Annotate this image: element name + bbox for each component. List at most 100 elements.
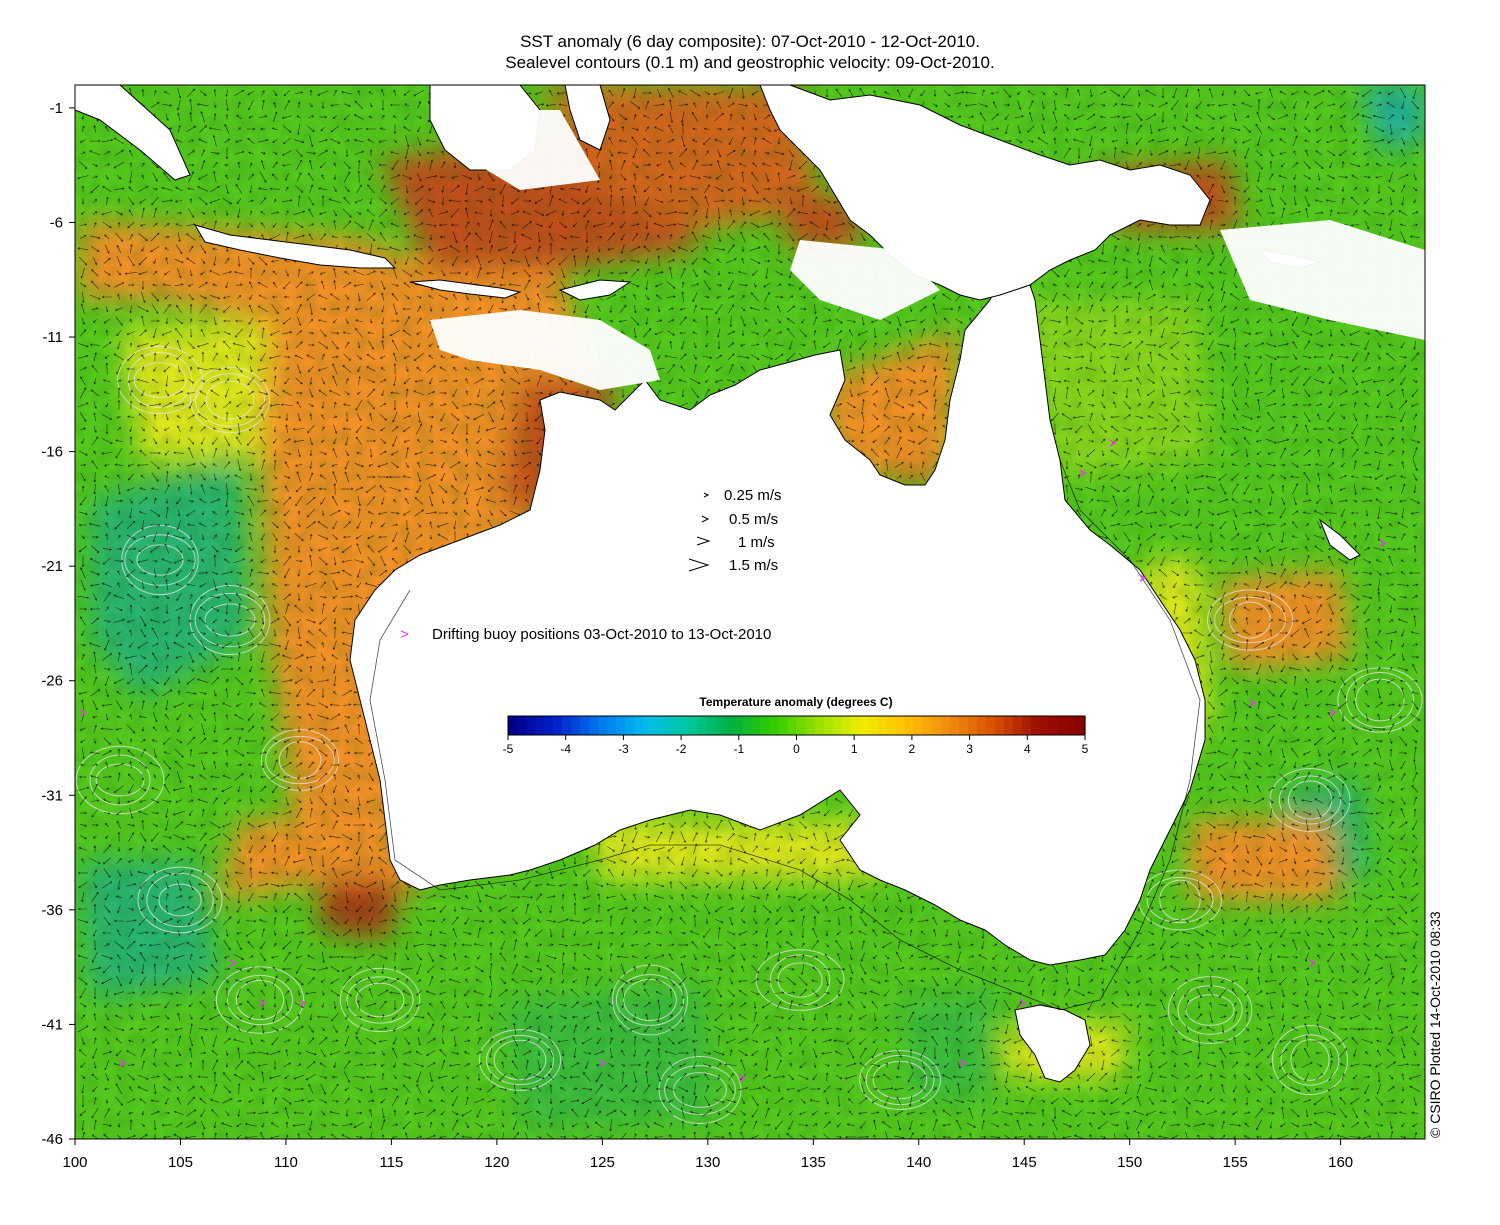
buoy-legend-label: Drifting buoy positions 03-Oct-2010 to 1…: [432, 626, 771, 643]
colorbar-cell: [553, 716, 563, 735]
x-tick-label: 150: [1117, 1154, 1142, 1171]
sealevel-contour: [124, 534, 196, 586]
sealevel-contour: [146, 872, 214, 928]
x-tick-label: 130: [695, 1154, 720, 1171]
plot-frame: [74, 84, 1426, 1140]
sealevel-contour: [89, 754, 151, 806]
sealevel-contour: [1206, 589, 1294, 651]
timor-landmass: [558, 279, 632, 301]
colorbar-cell: [877, 716, 888, 735]
map-title-line-2: Sealevel contours (0.1 m) and geostrophi…: [505, 53, 995, 72]
sealevel-contour: [346, 976, 414, 1024]
buoy-legend: > Drifting buoy positions 03-Oct-2010 to…: [400, 626, 771, 643]
colorbar: Temperature anomaly (degrees C) -5 -4 -3 -2…: [503, 695, 1089, 756]
colorbar-cell: [1057, 716, 1068, 735]
sealevel-contour: [235, 979, 285, 1021]
y-tick-label: -16: [41, 444, 63, 461]
colorbar-cell: [508, 716, 518, 735]
velocity-legend-label: 1 m/s: [738, 534, 775, 551]
sealevel-contour: [859, 1050, 941, 1110]
buoy-marker: [739, 1074, 747, 1082]
velocity-legend-arrow-1.5: [688, 558, 710, 572]
velocity-legend: 0.25 m/s 0.5 m/s 1 m/s 1.5 m/s: [688, 487, 782, 574]
y-tick-label: -41: [41, 1016, 63, 1033]
colorbar-tick-label: -1: [733, 742, 744, 756]
velocity-legend-arrow-0.25: [703, 492, 710, 498]
buoy-marker: [599, 1059, 607, 1067]
colorbar-cell: [832, 716, 843, 735]
velocity-legend-arrow-0.5: [701, 515, 710, 523]
buoy-marker: [1309, 959, 1317, 967]
colorbar-tick-label: 5: [1082, 742, 1089, 756]
buoy-marker: [259, 999, 267, 1007]
colorbar-cell: [1039, 716, 1050, 735]
colorbar-tick-label: -4: [560, 742, 571, 756]
colorbar-cell: [652, 716, 662, 735]
colorbar-cell: [517, 716, 527, 735]
colorbar-cell: [760, 716, 771, 735]
colorbar-cell: [526, 716, 536, 735]
cloud-gaps: [430, 110, 1425, 390]
colorbar-cell: [697, 716, 707, 735]
colorbar-cell: [535, 716, 545, 735]
sealevel-contour: [664, 1065, 736, 1115]
sumatra-landmass: [75, 85, 191, 181]
sealevel-contour: [158, 883, 202, 917]
colorbar-cell: [778, 716, 789, 735]
sealevel-contour: [339, 967, 421, 1033]
colorbar-tick-label: 0: [793, 742, 800, 756]
colorbar-cell: [607, 716, 617, 735]
sealevel-contour: [1146, 876, 1214, 924]
colorbar-cell: [688, 716, 698, 735]
sealevel-contour: [265, 735, 335, 785]
colorbar-cell: [967, 716, 978, 735]
sealevel-contour: [1185, 994, 1235, 1026]
sealevel-contour: [1280, 1034, 1340, 1086]
colorbar-tick-label: 4: [1024, 742, 1031, 756]
x-tick-label: 140: [906, 1154, 931, 1171]
colorbar-cell: [904, 716, 915, 735]
credit-text: © CSIRO Plotted 14-Oct-2010 08:33: [1427, 911, 1443, 1138]
y-tick-label: -11: [42, 329, 63, 346]
colorbar-cell: [544, 716, 554, 735]
sealevel-contour: [486, 1034, 554, 1086]
colorbar-cell: [769, 716, 780, 735]
colorbar-cell: [841, 716, 852, 735]
sealevel-contour: [75, 745, 165, 815]
colorbar-cell: [976, 716, 987, 735]
lesser-sunda-islands: [409, 279, 522, 299]
sealevel-contour: [133, 362, 187, 398]
sealevel-contour: [204, 603, 256, 637]
sealevel-contour: [205, 380, 255, 420]
colorbar-cell: [886, 716, 897, 735]
sealevel-contour: [189, 366, 271, 434]
buoy-marker: [229, 959, 237, 967]
colorbar-cell: [580, 716, 590, 735]
sealevel-contour: [478, 1029, 562, 1091]
continental-shelf-line: [369, 459, 1201, 1011]
sealevel-contour: [1355, 678, 1405, 722]
plot-area: [75, 85, 1425, 1139]
colorbar-cell: [634, 716, 644, 735]
sealevel-contour: [777, 962, 823, 998]
velocity-legend-label: 1.5 m/s: [729, 557, 778, 574]
buoy-marker: [1079, 469, 1087, 477]
colorbar-cell: [868, 716, 879, 735]
new-guinea-landmass: [759, 85, 1211, 301]
colorbar-cell: [562, 716, 572, 735]
colorbar-cell: [796, 716, 807, 735]
y-tick-label: -6: [50, 214, 63, 231]
colorbar-cell: [895, 716, 906, 735]
sealevel-contour: [1278, 775, 1342, 825]
colorbar-cell: [715, 716, 725, 735]
colorbar-cell: [805, 716, 816, 735]
x-tick-label: 110: [274, 1154, 298, 1171]
colorbar-cell: [1003, 716, 1014, 735]
velocity-legend-label: 0.5 m/s: [729, 511, 778, 528]
colorbar-tick-label: 3: [966, 742, 973, 756]
sealevel-contour: [355, 982, 405, 1018]
sealevel-contour: [117, 345, 203, 415]
sealevel-contour: [194, 373, 266, 427]
x-axis: 100 105 110 115 120 125 130 135 140 145 150 155 160: [62, 1139, 1353, 1171]
